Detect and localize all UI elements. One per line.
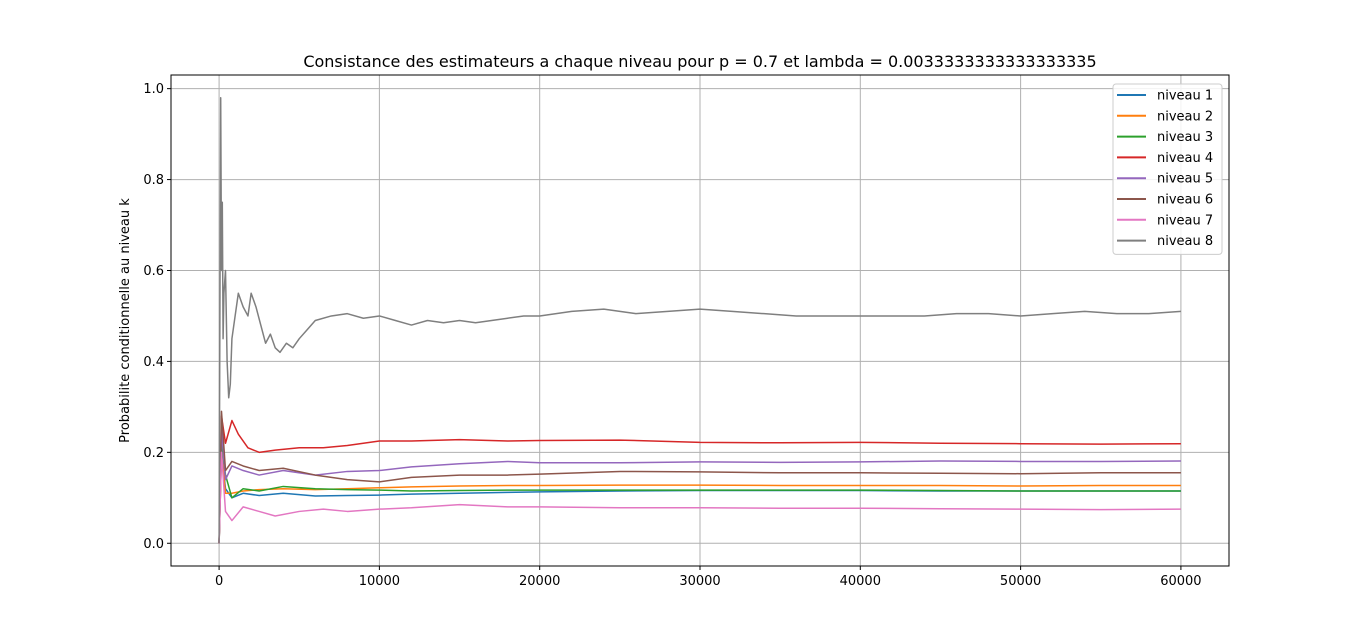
axis-ticks: 0 10000 20000 30000 40000 50000 60000 0.0 0.2 0.4… — [143, 82, 1201, 589]
legend-label: niveau 3 — [1157, 130, 1213, 145]
y-tick-label: 0.6 — [143, 264, 164, 279]
legend-label: niveau 1 — [1157, 89, 1213, 104]
legend-label: niveau 8 — [1157, 234, 1213, 249]
legend-label: niveau 4 — [1157, 151, 1213, 166]
chart-title: Consistance des estimateurs a chaque niv… — [303, 52, 1096, 71]
legend: niveau 1 niveau 2 niveau 3 niveau 4 niveau 5… — [1112, 83, 1223, 255]
series-layer — [218, 96, 1181, 544]
series-line-6 — [218, 410, 1181, 544]
legend-box — [1112, 83, 1223, 255]
series-line-3 — [218, 442, 1181, 544]
legend-label: niveau 2 — [1157, 109, 1213, 124]
y-tick-label: 0.8 — [143, 173, 164, 188]
series-line-2 — [218, 451, 1181, 544]
series-line-5 — [218, 428, 1181, 544]
legend-label: niveau 5 — [1157, 172, 1213, 187]
x-tick-label: 10000 — [359, 574, 400, 589]
y-tick-label: 0.0 — [143, 537, 164, 552]
y-tick-label: 0.4 — [143, 355, 164, 370]
series-line-4 — [218, 415, 1181, 544]
x-tick-label: 50000 — [1000, 574, 1041, 589]
series-line-8 — [218, 96, 1181, 544]
x-tick-label: 30000 — [679, 574, 720, 589]
y-axis-label: Probabilite conditionnelle au niveau k — [118, 198, 133, 443]
legend-label: niveau 6 — [1157, 193, 1213, 208]
grid-lines — [171, 75, 1229, 566]
x-tick-label: 60000 — [1160, 574, 1201, 589]
x-tick-label: 20000 — [519, 574, 560, 589]
series-line-7 — [218, 451, 1181, 544]
x-tick-label: 40000 — [840, 574, 881, 589]
y-tick-label: 0.2 — [143, 446, 164, 461]
x-tick-label: 0 — [215, 574, 223, 589]
legend-label: niveau 7 — [1157, 213, 1213, 228]
y-tick-label: 1.0 — [143, 82, 164, 97]
